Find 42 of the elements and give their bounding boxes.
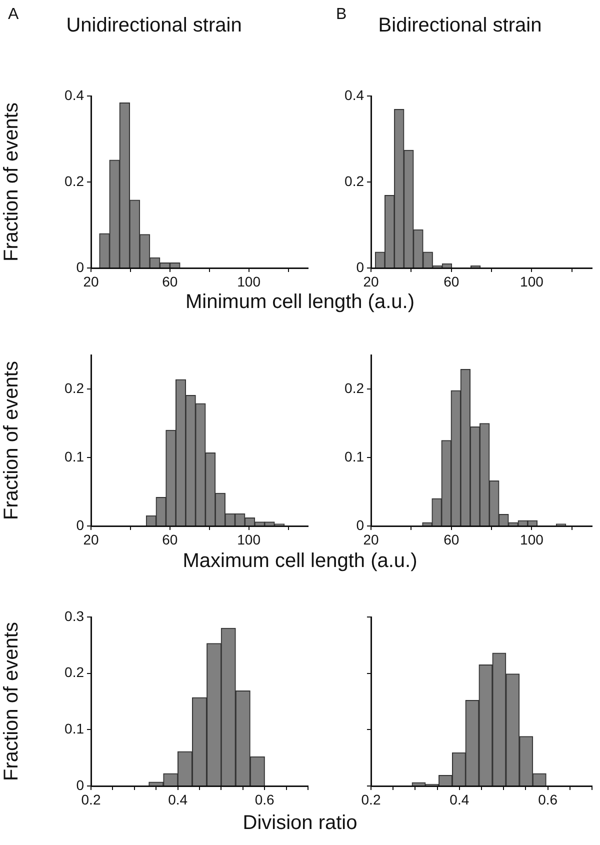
y-tick-label: 0.2 <box>64 380 84 396</box>
y-tick-label: 0.1 <box>344 448 364 464</box>
y-tick-label: 0 <box>76 516 84 533</box>
y-tick-label: 0.4 <box>344 86 364 103</box>
x-axis-title: Minimum cell length (a.u.) <box>184 291 416 314</box>
x-tick-label: 100 <box>237 531 261 548</box>
y-tick-label: 0.4 <box>64 86 84 103</box>
y-tick-label: 0.2 <box>64 664 84 680</box>
y-tick-label: 0.1 <box>64 448 84 464</box>
x-tick-label: 60 <box>162 273 178 290</box>
y-tick-label: 0 <box>76 258 84 275</box>
text: A <box>8 6 19 24</box>
x-tick-label: 20 <box>363 273 379 290</box>
x-tick-label: 20 <box>363 531 379 548</box>
x-tick-label: 60 <box>444 273 460 290</box>
y-axis-title: Fraction of events <box>0 622 23 781</box>
chart-title: Unidirectional strain <box>66 14 242 37</box>
x-tick-label: 0.6 <box>254 791 275 808</box>
x-tick-label: 60 <box>444 531 460 548</box>
x-tick-label: 60 <box>162 531 178 548</box>
y-tick-label: 0 <box>356 516 364 533</box>
chart-title: Bidirectional strain <box>378 14 542 37</box>
x-tick-label: 20 <box>83 531 99 548</box>
y-axis-title: Fraction of events <box>0 102 23 262</box>
text: B <box>336 6 347 24</box>
x-tick-label: 100 <box>520 273 544 290</box>
y-tick-label: 0.3 <box>64 608 84 624</box>
x-tick-label: 20 <box>83 273 99 290</box>
y-tick-label: 0.2 <box>64 172 84 189</box>
y-tick-label: 0 <box>356 258 364 275</box>
x-tick-label: 0.4 <box>168 791 188 808</box>
y-tick-label: 0.1 <box>64 720 84 737</box>
x-tick-label: 100 <box>237 273 261 290</box>
x-axis-title: Maximum cell length (a.u.) <box>182 550 418 573</box>
y-tick-label: 0.2 <box>344 380 364 396</box>
x-tick-label: 0.4 <box>450 791 470 808</box>
x-axis-title: Division ratio <box>242 812 358 835</box>
x-tick-label: 0.6 <box>538 791 558 808</box>
y-tick-label: 0.2 <box>344 172 364 189</box>
x-tick-label: 100 <box>520 531 544 548</box>
y-axis-title: Fraction of events <box>0 361 23 520</box>
y-tick-label: 0 <box>76 776 84 793</box>
